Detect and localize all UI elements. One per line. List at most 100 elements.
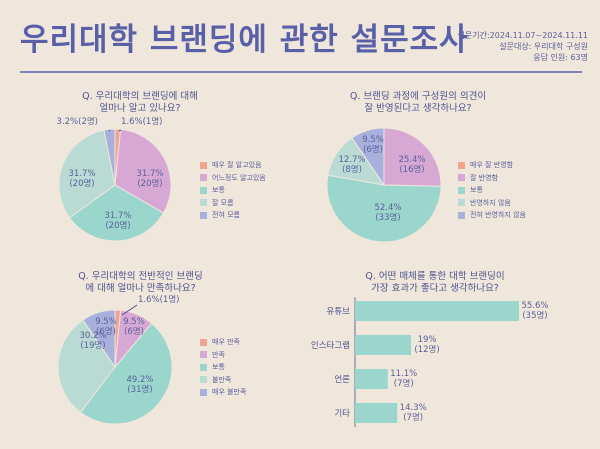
- leader-line: [121, 304, 138, 316]
- category-label: 인스타그램: [311, 340, 350, 351]
- question-line: 가장 효과가 좋다고 생각하나요?: [371, 283, 499, 294]
- pie-slice: [68, 184, 165, 242]
- pie-value-label: 49.2% (31명): [126, 375, 153, 395]
- legend-item: 보통: [458, 184, 526, 197]
- legend-label: 매우 잘 반영함: [470, 161, 514, 169]
- legend-item: 불만족: [200, 374, 246, 387]
- bar-value-label: 14.3% (7명): [400, 403, 427, 423]
- legend-swatch: [200, 363, 207, 371]
- legend-item: 매우 잘 반영함: [458, 159, 526, 172]
- legend-item: 전혀 반영하지 않음: [458, 209, 526, 222]
- legend-item: 매우 만족: [200, 336, 246, 349]
- category-label: 유튜브: [327, 307, 351, 317]
- legend-item: 어느정도 알고있음: [200, 172, 266, 185]
- pie-slice: [79, 322, 173, 425]
- pie-value-label: 9.5% (6명): [95, 317, 117, 337]
- chart3-question: Q. 우리대학의 전반적인 브랜딩 에 대해 얼마나 만족하나요?: [48, 271, 233, 295]
- pie-value-label: 25.4% (16명): [398, 155, 425, 175]
- pie-value-label: 30.2% (19명): [79, 331, 106, 351]
- title-underline: [20, 71, 582, 73]
- legend-label: 매우 만족: [212, 338, 240, 346]
- legend-item: 매우 불만족: [200, 386, 246, 399]
- pie-slice: [114, 128, 172, 214]
- pie-slice: [383, 127, 442, 187]
- legend-item: 잘 반영함: [458, 172, 526, 185]
- category-label: 기타: [334, 409, 350, 419]
- question-line: Q. 우리대학의 전반적인 브랜딩: [78, 271, 203, 282]
- legend-swatch: [200, 338, 207, 346]
- question-line: 에 대해 얼마나 만족하나요?: [85, 283, 196, 294]
- pie-slice: [326, 174, 442, 243]
- legend-label: 보통: [212, 186, 225, 194]
- pie-slice: [58, 129, 116, 219]
- legend-item: 전혀 모름: [200, 209, 266, 222]
- legend-label: 반영하지 않음: [470, 198, 511, 207]
- legend-item: 매우 잘 알고있음: [200, 159, 266, 172]
- legend-label: 매우 불만족: [212, 388, 247, 396]
- leader-line: [118, 129, 122, 132]
- legend-label: 잘 모름: [212, 198, 234, 207]
- legend-swatch: [200, 376, 207, 384]
- legend-item: 보통: [200, 361, 246, 374]
- bar-value-label: 11.1% (7명): [390, 369, 417, 389]
- survey-meta: 설문기간:2024.11.07~2024.11.11 설문대상: 우리대학 구성…: [458, 30, 588, 63]
- pie-value-label: 52.4% (33명): [374, 203, 401, 223]
- pie-value-label: 1.6%(1명): [121, 116, 162, 127]
- question-line: 얼마나 알고 있나요?: [99, 103, 181, 114]
- legend-label: 어느정도 알고있음: [212, 173, 266, 182]
- legend-item: 잘 모름: [200, 197, 266, 210]
- pie-value-label: 31.7% (20명): [68, 169, 95, 189]
- bar: [355, 335, 412, 355]
- pie-slice: [57, 319, 116, 414]
- pie-value-label: 3.2%(2명): [57, 116, 98, 127]
- bar: [355, 369, 388, 389]
- legend-label: 불만족: [212, 375, 232, 384]
- question-line: Q. 어떤 매체를 통한 대학 브랜딩이: [365, 271, 505, 282]
- bar-value-label: 55.6% (35명): [521, 301, 548, 321]
- pie-value-label: 9.5% (6명): [362, 135, 384, 155]
- survey-period: 설문기간:2024.11.07~2024.11.11: [457, 31, 588, 40]
- legend-swatch: [200, 161, 207, 169]
- legend-swatch: [458, 199, 465, 207]
- legend-swatch: [200, 199, 207, 207]
- legend-label: 만족: [212, 350, 225, 359]
- survey-target: 설문대상: 우리대학 구성원: [499, 42, 588, 51]
- legend-label: 전혀 반영하지 않음: [470, 211, 526, 219]
- legend-swatch: [200, 174, 207, 182]
- legend-item: 보통: [200, 184, 266, 197]
- pie-slice: [103, 128, 116, 186]
- survey-respondents: 응답 인원: 63명: [533, 53, 588, 62]
- question-line: Q. 브랜딩 과정에 구성원의 의견이: [349, 91, 487, 102]
- page-title: 우리대학 브랜딩에 관한 설문조사: [20, 22, 469, 58]
- legend-swatch: [458, 161, 465, 169]
- pie-value-label: 9.5% (6명): [123, 317, 145, 337]
- legend-swatch: [458, 174, 465, 182]
- legend-swatch: [200, 186, 207, 194]
- legend-swatch: [200, 211, 207, 219]
- bar: [355, 403, 398, 423]
- leader-line: [108, 129, 111, 132]
- legend-label: 잘 반영함: [470, 173, 498, 182]
- chart2-question: Q. 브랜딩 과정에 구성원의 의견이 잘 반영된다고 생각하나요?: [318, 91, 518, 115]
- question-line: 잘 반영된다고 생각하나요?: [364, 103, 472, 114]
- pie-value-label: 1.6%(1명): [138, 294, 179, 305]
- category-label: 언론: [334, 374, 350, 385]
- legend-item: 만족: [200, 349, 246, 362]
- pie-value-label: 12.7% (8명): [338, 155, 365, 175]
- pie-slice: [82, 309, 116, 369]
- bar-value-label: 19% (12명): [414, 335, 439, 355]
- legend-swatch: [458, 211, 465, 219]
- legend-label: 매우 잘 알고있음: [212, 161, 262, 169]
- question-line: Q. 우리대학의 브랜딩에 대해: [82, 91, 198, 102]
- pie-value-label: 31.7% (20명): [136, 169, 163, 189]
- pie-value-label: 31.7% (20명): [104, 211, 131, 231]
- bar: [355, 301, 519, 321]
- legend-label: 보통: [212, 363, 225, 371]
- pie-slice: [351, 127, 385, 187]
- legend-label: 전혀 모름: [212, 211, 240, 219]
